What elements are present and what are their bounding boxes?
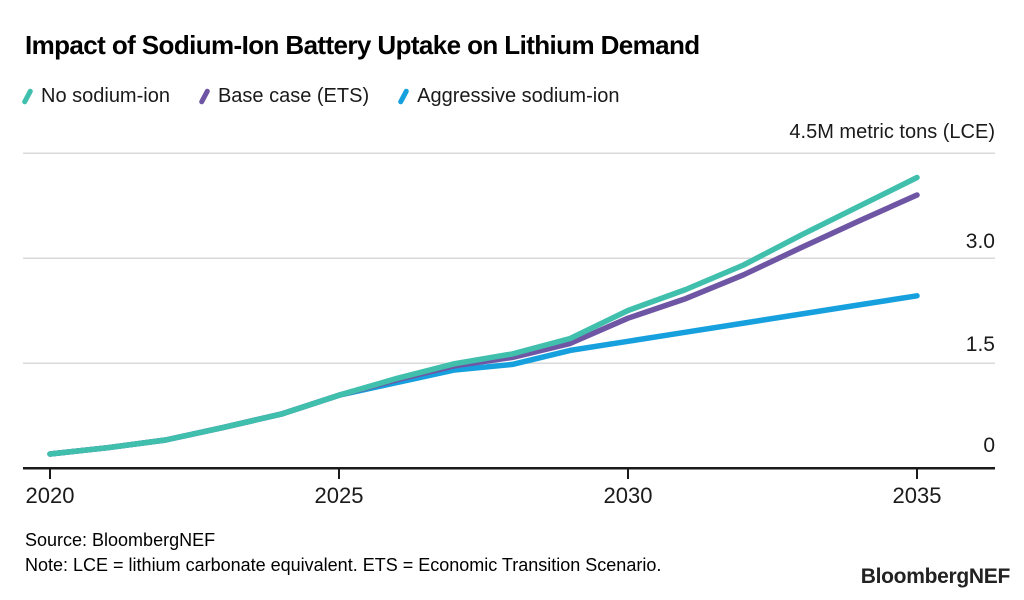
series-line-base-case-ets- [47, 192, 920, 457]
source-text: Source: BloombergNEF [25, 530, 216, 550]
legend: No sodium-ion Base case (ETS) Aggressive… [21, 85, 620, 108]
x-tick-label-2020: 2020 [25, 483, 75, 508]
series-line-aggressive-sodium-ion [47, 293, 920, 457]
x-tick-label-2035: 2035 [892, 483, 942, 508]
x-tick-label-2025: 2025 [314, 483, 364, 508]
legend-item-no-sodium-ion: No sodium-ion [21, 85, 170, 108]
legend-label: Aggressive sodium-ion [417, 85, 620, 107]
y-tick-label-3.0: 3.0 [965, 230, 995, 253]
y-tick-label-1.5: 1.5 [965, 333, 995, 356]
x-tick-label-2030: 2030 [603, 483, 653, 508]
note-text: Note: LCE = lithium carbonate equivalent… [25, 555, 662, 575]
legend-label: No sodium-ion [41, 85, 170, 107]
page-title: Impact of Sodium-Ion Battery Uptake on L… [25, 30, 700, 60]
legend-item-base-case: Base case (ETS) [198, 85, 370, 108]
legend-label: Base case (ETS) [217, 85, 370, 107]
y-tick-label-0: 0 [983, 434, 995, 457]
y-axis-unit-label: 4.5M metric tons (LCE) [789, 121, 995, 143]
bloombergnef-logo: BloombergNEF [860, 565, 1011, 588]
series-line-no-sodium-ion [47, 174, 920, 457]
legend-item-aggressive-sodium-ion: Aggressive sodium-ion [397, 85, 620, 108]
